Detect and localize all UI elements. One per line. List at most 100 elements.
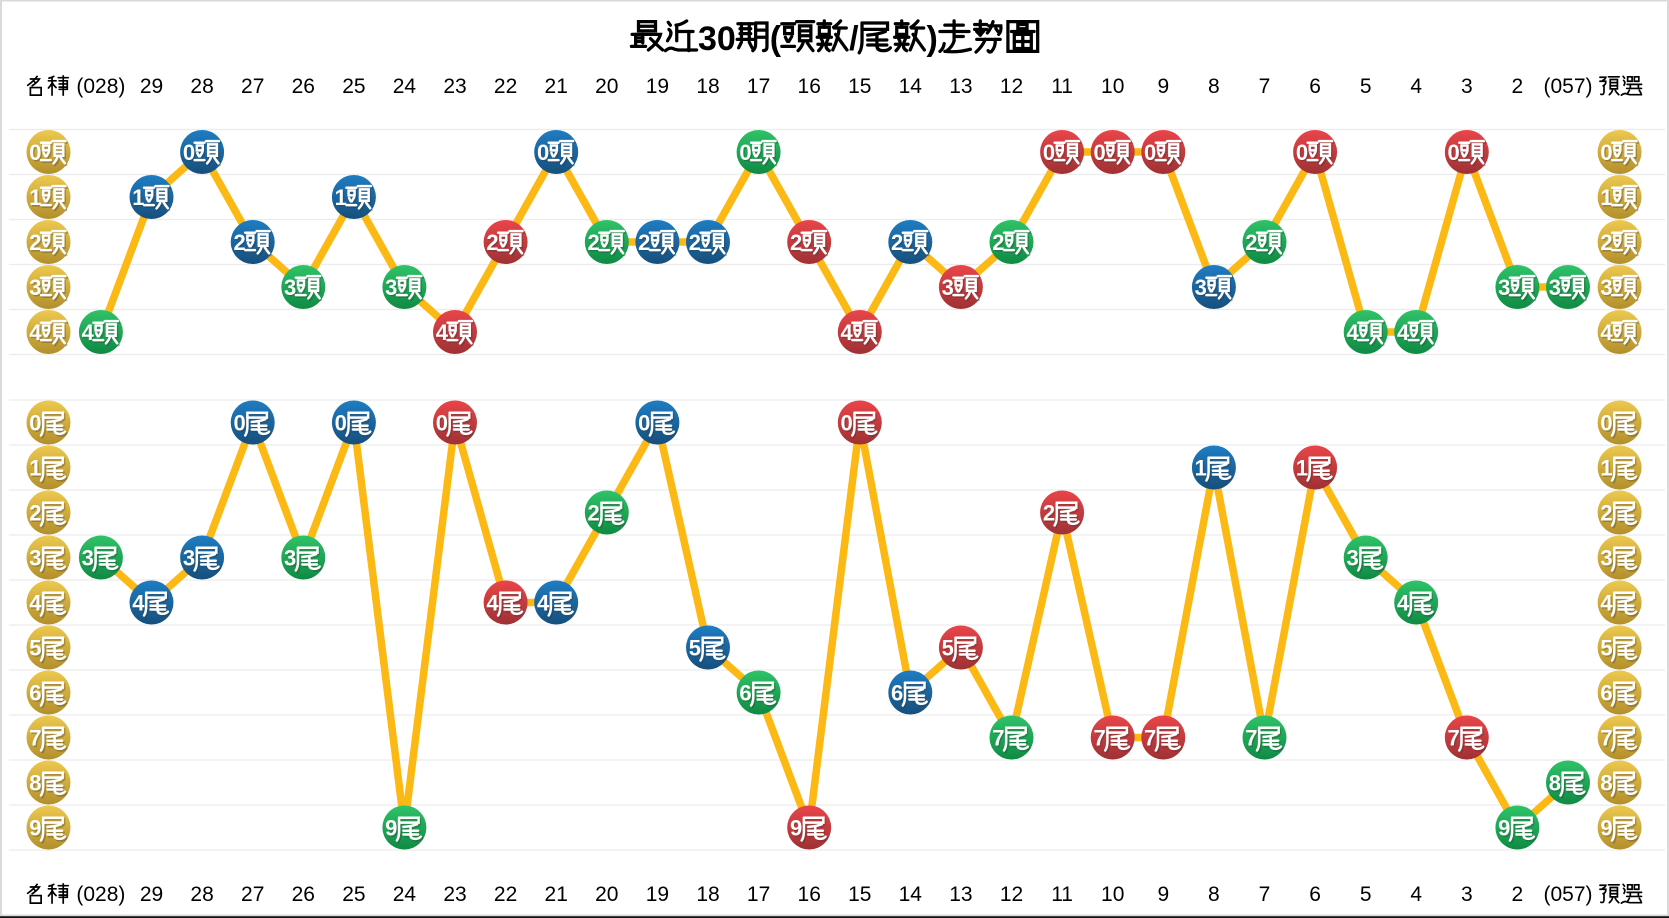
svg-text:0: 0 (31, 412, 43, 437)
svg-text:2: 2 (1512, 883, 1524, 906)
svg-text:4: 4 (1602, 322, 1615, 347)
svg-text:0: 0 (437, 412, 449, 437)
svg-text:(028): (028) (76, 75, 125, 98)
svg-text:0: 0 (1449, 142, 1461, 167)
svg-text:22: 22 (494, 75, 517, 98)
svg-text:23: 23 (443, 883, 466, 906)
svg-text:1: 1 (335, 185, 347, 210)
svg-text:1: 1 (1195, 456, 1207, 481)
svg-text:2: 2 (994, 232, 1006, 257)
svg-text:2: 2 (589, 232, 601, 257)
svg-text:1: 1 (336, 187, 348, 212)
svg-text:3: 3 (285, 277, 297, 302)
svg-text:7: 7 (1449, 727, 1461, 752)
svg-text:1: 1 (29, 185, 41, 210)
svg-text:26: 26 (292, 883, 315, 906)
svg-text:7: 7 (1145, 727, 1157, 752)
svg-text:4: 4 (1398, 322, 1411, 347)
svg-text:7: 7 (29, 726, 41, 751)
svg-text:3: 3 (183, 546, 195, 571)
svg-text:3: 3 (184, 547, 196, 572)
svg-text:3: 3 (31, 547, 43, 572)
svg-text:8: 8 (1208, 883, 1220, 906)
svg-text:6: 6 (891, 681, 903, 706)
svg-text:5: 5 (31, 637, 43, 662)
svg-text:2: 2 (1043, 501, 1055, 526)
svg-text:6: 6 (1309, 883, 1321, 906)
svg-text:3: 3 (1348, 547, 1360, 572)
svg-text:17: 17 (747, 75, 770, 98)
svg-text:4: 4 (436, 320, 449, 345)
svg-text:14: 14 (899, 75, 923, 98)
svg-text:4: 4 (1348, 322, 1361, 347)
svg-text:21: 21 (545, 883, 568, 906)
svg-text:1: 1 (1600, 456, 1612, 481)
svg-text:2: 2 (29, 230, 41, 255)
svg-text:2: 2 (791, 232, 803, 257)
svg-text:3: 3 (31, 277, 43, 302)
svg-text:8: 8 (29, 771, 41, 796)
svg-text:7: 7 (1259, 75, 1271, 98)
svg-text:0: 0 (1145, 142, 1157, 167)
svg-text:4: 4 (437, 322, 450, 347)
svg-text:8: 8 (1208, 75, 1220, 98)
svg-text:23: 23 (443, 75, 466, 98)
svg-text:2: 2 (588, 501, 600, 526)
svg-text:7: 7 (1448, 726, 1460, 751)
svg-text:3: 3 (1195, 275, 1207, 300)
svg-text:3: 3 (82, 546, 94, 571)
svg-text:12: 12 (1000, 883, 1023, 906)
svg-text:24: 24 (393, 75, 417, 98)
svg-text:5: 5 (1600, 636, 1612, 661)
svg-text:4: 4 (31, 322, 44, 347)
svg-text:1: 1 (29, 456, 41, 481)
svg-text:3: 3 (1549, 275, 1561, 300)
svg-text:9: 9 (1500, 817, 1512, 842)
svg-text:4: 4 (1397, 591, 1410, 616)
svg-text:3: 3 (284, 546, 296, 571)
svg-text:1: 1 (132, 185, 144, 210)
svg-text:4: 4 (538, 592, 551, 617)
svg-text:5: 5 (1602, 637, 1614, 662)
svg-text:3: 3 (29, 546, 41, 571)
svg-text:11: 11 (1051, 75, 1073, 98)
svg-text:1: 1 (1602, 457, 1614, 482)
svg-text:7: 7 (994, 727, 1006, 752)
svg-text:2: 2 (235, 232, 247, 257)
svg-text:4: 4 (31, 592, 44, 617)
svg-text:10: 10 (1101, 75, 1124, 98)
svg-text:6: 6 (31, 682, 43, 707)
svg-text:4: 4 (29, 591, 42, 616)
svg-text:6: 6 (741, 682, 753, 707)
svg-text:28: 28 (190, 75, 213, 98)
svg-text:7: 7 (31, 727, 43, 752)
svg-text:30: 30 (698, 20, 736, 58)
svg-text:0: 0 (29, 411, 41, 436)
svg-text:4: 4 (841, 320, 854, 345)
svg-text:0: 0 (184, 142, 196, 167)
svg-text:28: 28 (190, 883, 213, 906)
svg-text:29: 29 (140, 75, 163, 98)
svg-text:2: 2 (790, 230, 802, 255)
svg-text:3: 3 (1498, 275, 1510, 300)
svg-text:0: 0 (638, 411, 650, 436)
svg-text:3: 3 (29, 275, 41, 300)
svg-text:3: 3 (1602, 547, 1614, 572)
svg-text:7: 7 (1095, 727, 1107, 752)
svg-text:8: 8 (1550, 772, 1562, 797)
svg-text:4: 4 (1602, 592, 1615, 617)
svg-text:20: 20 (595, 883, 618, 906)
svg-text:7: 7 (1602, 727, 1614, 752)
svg-text:3: 3 (385, 275, 397, 300)
svg-text:3: 3 (387, 277, 399, 302)
svg-text:2: 2 (31, 232, 43, 257)
svg-text:5: 5 (690, 637, 702, 662)
svg-text:4: 4 (1410, 883, 1422, 906)
svg-text:2: 2 (638, 230, 650, 255)
svg-text:0: 0 (1044, 142, 1056, 167)
svg-text:27: 27 (241, 75, 264, 98)
svg-text:7: 7 (1144, 726, 1156, 751)
svg-text:7: 7 (1259, 883, 1271, 906)
svg-text:24: 24 (393, 883, 417, 906)
svg-text:0: 0 (1297, 142, 1309, 167)
